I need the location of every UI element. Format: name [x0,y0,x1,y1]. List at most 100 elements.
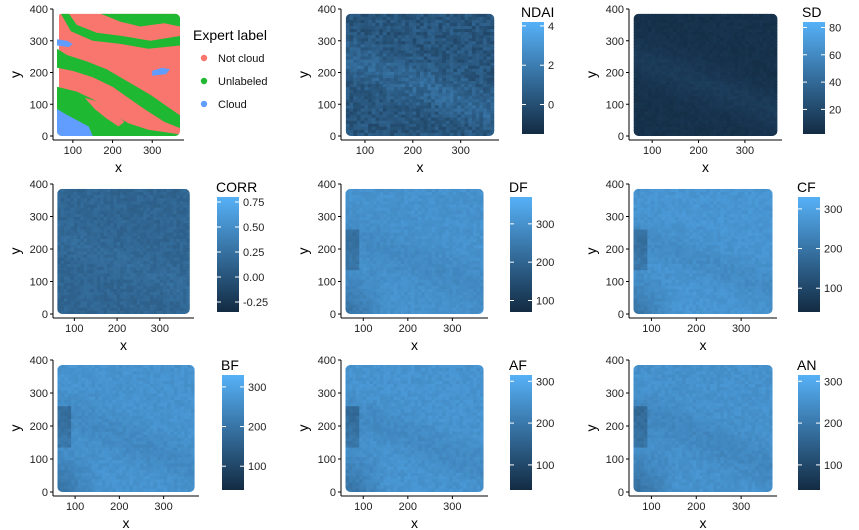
heatmap-cell [644,47,649,52]
heatmap-cell [727,50,732,55]
heatmap-cell [93,292,98,296]
heatmap-cell [752,35,757,39]
heatmap-cell [773,47,778,52]
heatmap-cell [680,80,685,85]
heatmap-cell [460,25,466,30]
heatmap-cell [719,90,725,94]
heatmap-cell [186,229,190,234]
heatmap-cell [637,38,642,42]
heatmap-cell [665,25,671,30]
heatmap-cell [759,35,764,39]
heatmap-cell [449,132,454,137]
heatmap-cell [143,195,148,199]
heatmap-cell [434,87,440,91]
y-tick-label: 300 [30,212,48,224]
heatmap-cell [705,62,710,67]
heatmap-cell [658,50,663,55]
heatmap-cell [745,74,750,79]
heatmap-cell [159,232,164,237]
heatmap-cell [169,226,174,231]
heatmap-cell [394,117,399,122]
heatmap-cell [159,226,164,231]
heatmap-cell [762,25,768,30]
heatmap-cell [694,71,699,76]
heatmap-cell [57,292,62,296]
heatmap-cell [63,310,68,314]
heatmap-cell [126,307,131,312]
heatmap-cell [408,123,414,128]
heatmap-cell [97,260,101,265]
heatmap-cell [106,257,111,262]
heatmap-cell [712,102,717,107]
heatmap-cell [633,123,638,128]
heatmap-cell [364,56,369,61]
heatmap-cell [375,120,380,125]
heatmap-cell [169,279,174,284]
heatmap-cell [116,298,121,303]
heatmap-cell [106,310,111,314]
heatmap-cell [126,188,131,193]
heatmap-cell [442,71,447,76]
heatmap-cell [640,129,646,134]
heatmap-cell [687,56,692,61]
heatmap-cell [80,229,85,234]
heatmap-cell [126,251,131,256]
heatmap-cell [408,129,414,134]
heatmap-cell [644,74,649,79]
heatmap-cell [691,90,696,94]
heatmap-cell [93,242,98,246]
heatmap-cell [745,68,750,73]
heatmap-cell [356,38,362,42]
heatmap-cell [759,50,764,55]
heatmap-cell [401,132,406,137]
heatmap-cell [669,120,674,125]
heatmap-cell [390,25,395,30]
heatmap-cell [662,126,667,131]
heatmap-cell [353,62,358,67]
x-axis-title: x [120,337,127,353]
heatmap-cell [705,74,710,79]
heatmap-cell [100,270,105,274]
heatmap-cell [709,123,714,128]
heatmap-cell [136,276,141,281]
heatmap-cell [166,257,171,262]
heatmap-cell [730,32,735,36]
heatmap-cell [100,292,105,296]
heatmap-cell [100,220,105,224]
heatmap-cell [460,32,466,36]
heatmap-cell [669,68,674,73]
heatmap-cell [186,217,190,221]
heatmap-cell [100,285,105,290]
heatmap-cell [691,53,696,58]
heatmap-cell [475,68,480,73]
heatmap-cell [676,56,681,61]
heatmap-cell [431,90,436,94]
heatmap-cell [464,32,469,36]
heatmap-cell [662,29,667,33]
heatmap-cell [483,80,488,85]
heatmap-cell [676,47,681,52]
heatmap-cell [457,120,462,125]
heatmap-cell [379,13,384,18]
y-tick-label: 0 [618,131,624,143]
heatmap-cell [445,111,451,116]
heatmap-cell [745,38,750,42]
heatmap-cell [394,96,399,100]
heatmap-cell [676,53,681,58]
heatmap-cell [727,129,732,134]
heatmap-cell [408,32,414,36]
heatmap-cell [368,68,373,73]
heatmap-cell [394,129,399,134]
heatmap-cell [486,87,492,91]
heatmap-cell [665,35,671,39]
heatmap-cell [762,96,768,100]
heatmap-cell [475,25,480,30]
heatmap-cell [773,41,778,45]
heatmap-cell [73,192,78,196]
heatmap-cell [483,19,488,24]
heatmap-cell [423,102,429,107]
colorbar-tick-label: 0.25 [243,247,264,259]
heatmap-cell [709,41,714,45]
heatmap-cell [401,44,406,48]
heatmap-cell [149,220,154,224]
